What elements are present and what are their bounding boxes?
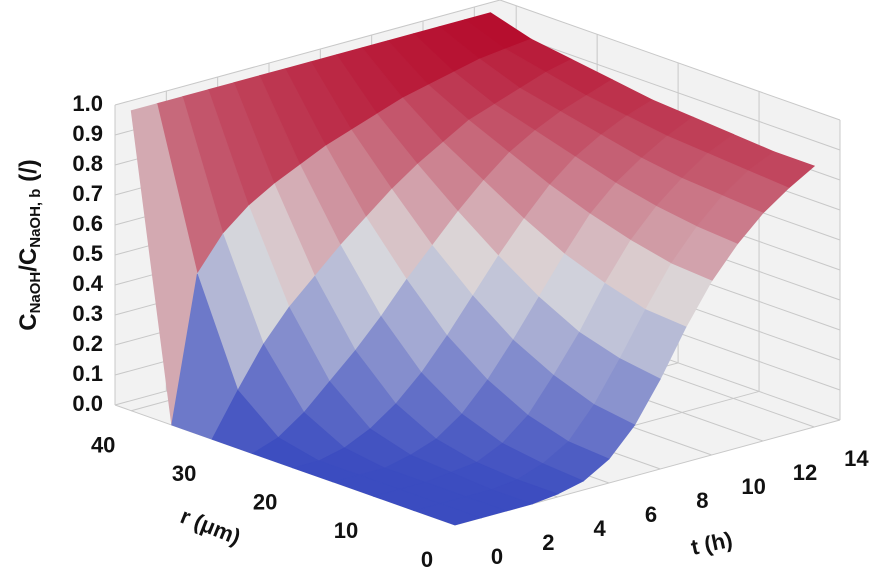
z-tick-label: 1.0 <box>72 91 103 116</box>
r-tick-label: 10 <box>334 518 358 543</box>
z-axis-label: CNaOH/CNaOH, b (/) <box>15 159 44 331</box>
t-tick-label: 2 <box>542 530 554 555</box>
t-tick-label: 12 <box>793 460 817 485</box>
r-axis-label: r (μm) <box>177 503 244 550</box>
surface-patch <box>413 503 483 526</box>
z-grid-line <box>114 0 501 106</box>
z-tick-label: 0.3 <box>72 301 103 326</box>
z-tick-label: 0.0 <box>72 391 103 416</box>
r-tick-label: 30 <box>172 461 196 486</box>
r-tick-label: 20 <box>253 490 277 515</box>
z-label-part: (/) <box>15 159 42 188</box>
z-grid-line <box>499 0 841 121</box>
z-tick-label: 0.6 <box>72 211 103 236</box>
surface <box>130 12 816 526</box>
t-tick-label: 6 <box>645 502 657 527</box>
z-tick-label: 0.4 <box>72 271 103 296</box>
t-axis-label: t (h) <box>689 527 735 560</box>
r-tick-label: 0 <box>421 547 433 570</box>
z-tick-label: 0.1 <box>72 361 103 386</box>
z-tick-label: 0.9 <box>72 121 103 146</box>
t-tick-label: 10 <box>741 474 765 499</box>
z-tick-label: 0.8 <box>72 151 103 176</box>
r-tick-label: 40 <box>91 433 115 458</box>
z-label-part: /C <box>15 248 42 272</box>
z-grid-line <box>499 29 841 151</box>
tick-labels: 0.00.10.20.30.40.50.60.70.80.91.00102030… <box>72 91 869 570</box>
t-tick-label: 8 <box>696 488 708 513</box>
z-label-sub: NaOH, b <box>27 189 44 248</box>
t-tick-label: 14 <box>844 446 869 471</box>
z-tick-label: 0.2 <box>72 331 103 356</box>
t-tick-label: 4 <box>594 516 607 541</box>
z-label-sub: NaOH <box>27 272 44 314</box>
z-tick-label: 0.7 <box>72 181 103 206</box>
z-label-part: C <box>15 313 42 330</box>
z-tick-label: 0.5 <box>72 241 103 266</box>
t-tick-label: 0 <box>491 544 503 569</box>
